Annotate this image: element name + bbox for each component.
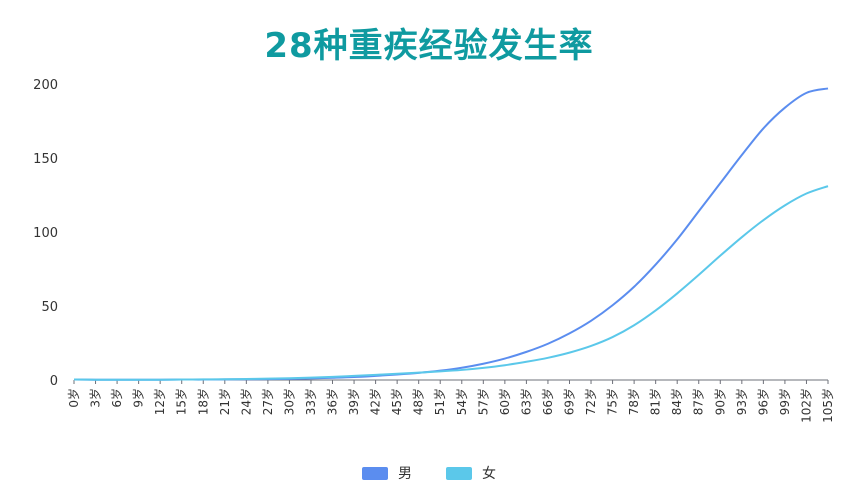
x-tick-label: 72岁 xyxy=(583,388,598,415)
x-tick-label: 54岁 xyxy=(454,388,469,415)
legend-label-male: 男 xyxy=(398,466,412,482)
x-tick-label: 99岁 xyxy=(777,388,792,415)
x-tick-label: 48岁 xyxy=(411,388,426,415)
legend-swatch-male xyxy=(362,466,388,480)
x-tick-label: 3岁 xyxy=(88,388,103,408)
x-tick-label: 45岁 xyxy=(389,388,404,415)
x-tick-label: 93岁 xyxy=(734,388,749,415)
x-tick-label: 9岁 xyxy=(131,388,146,408)
series-line-male[interactable] xyxy=(73,87,829,381)
x-axis: 0岁 3岁 6岁 9岁 12岁 15岁 18岁 21岁 24岁 27岁 30岁 33岁 36岁 39岁 42… xyxy=(66,379,835,423)
x-tick-label: 18岁 xyxy=(195,388,210,415)
x-tick-label: 69岁 xyxy=(561,388,576,415)
x-tick-label: 78岁 xyxy=(626,388,641,415)
x-tick-label: 24岁 xyxy=(238,388,253,415)
x-tick-label: 15岁 xyxy=(174,388,189,415)
x-tick-label: 102岁 xyxy=(798,388,813,423)
x-tick-label: 84岁 xyxy=(669,388,684,415)
x-tick-label: 12岁 xyxy=(152,388,167,415)
legend-swatch-female xyxy=(446,466,472,480)
y-tick-label: 100 xyxy=(33,226,58,241)
x-tick-label: 60岁 xyxy=(497,388,512,415)
x-tick-label: 39岁 xyxy=(346,388,361,415)
series-lines xyxy=(73,87,829,381)
y-tick-label: 200 xyxy=(33,78,58,93)
y-axis: 0 50 100 150 200 xyxy=(33,78,58,389)
x-tick-label: 81岁 xyxy=(648,388,663,415)
legend: 男 女 xyxy=(0,463,858,483)
x-tick-label: 96岁 xyxy=(755,388,770,415)
x-tick-label: 57岁 xyxy=(475,388,490,415)
legend-item-male[interactable]: 男 xyxy=(362,463,412,483)
x-tick-label: 42岁 xyxy=(368,388,383,415)
x-tick-label: 27岁 xyxy=(260,388,275,415)
x-tick-label: 66岁 xyxy=(540,388,555,415)
x-tick-label: 36岁 xyxy=(325,388,340,415)
y-tick-label: 150 xyxy=(33,152,58,167)
x-tick-label: 90岁 xyxy=(712,388,727,415)
x-tick-label: 6岁 xyxy=(109,388,124,408)
y-tick-label: 50 xyxy=(41,300,58,315)
x-tick-label: 87岁 xyxy=(691,388,706,415)
x-tick-label: 105岁 xyxy=(820,388,835,423)
x-tick-label: 0岁 xyxy=(66,388,81,408)
legend-item-female[interactable]: 女 xyxy=(446,463,496,483)
x-tick-label: 51岁 xyxy=(432,388,447,415)
chart-title: 28种重疾经验发生率 xyxy=(264,26,594,66)
series-line-female[interactable] xyxy=(73,185,829,381)
legend-label-female: 女 xyxy=(482,466,496,482)
x-tick-label: 33岁 xyxy=(303,388,318,415)
y-tick-label: 0 xyxy=(50,374,58,389)
x-tick-label: 63岁 xyxy=(518,388,533,415)
x-tick-label: 75岁 xyxy=(605,388,620,415)
x-tick-label: 21岁 xyxy=(217,388,232,415)
x-tick-label: 30岁 xyxy=(281,388,296,415)
